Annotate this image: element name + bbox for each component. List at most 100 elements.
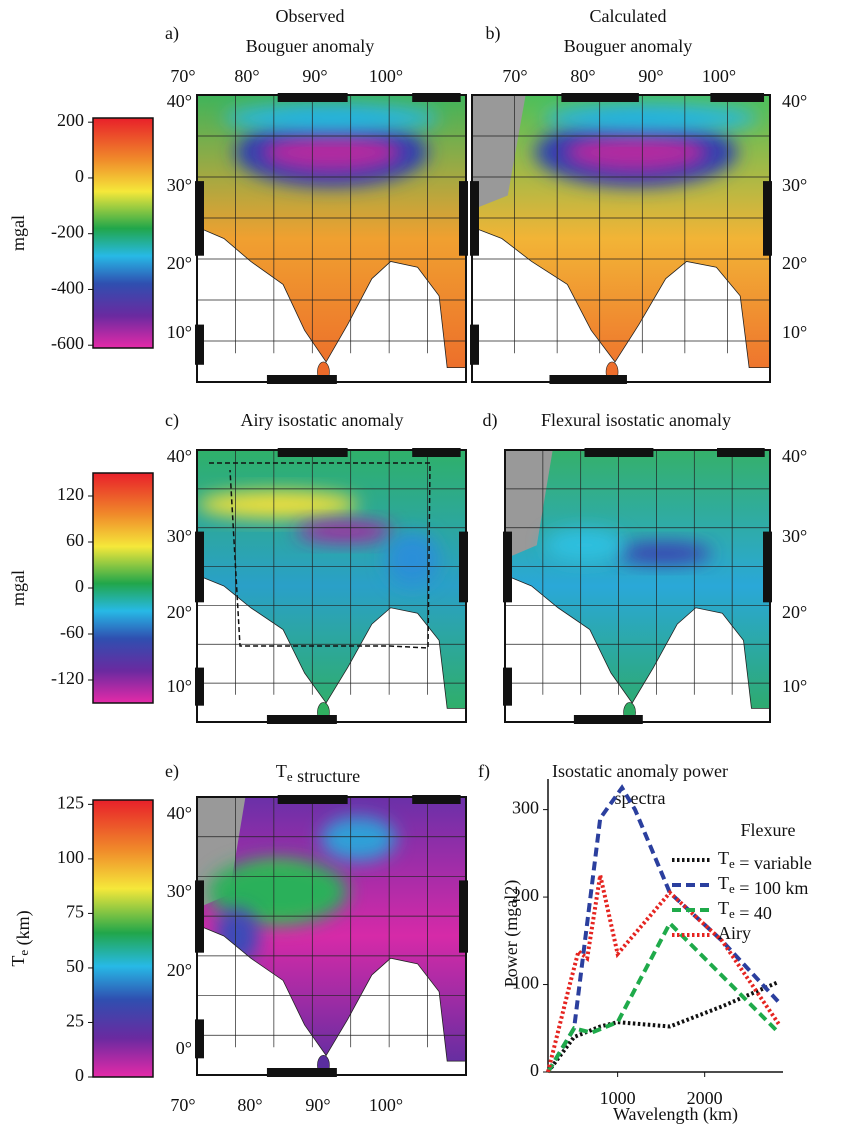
colorbar-tick-label: 125 — [57, 792, 84, 812]
colorbar-label: mgal — [8, 215, 28, 251]
frame-bar — [266, 715, 337, 724]
colorbar-tick-label: -200 — [51, 222, 84, 242]
colorbar — [92, 799, 154, 1078]
legend-label: Te = variable — [718, 848, 812, 873]
map — [195, 93, 468, 384]
latitude-label: 20° — [782, 253, 807, 273]
frame-bar — [195, 667, 204, 706]
coastline — [196, 796, 467, 1062]
frame-bar — [459, 181, 468, 256]
longitude-label: 100° — [369, 66, 403, 86]
latitude-label: 0° — [176, 1038, 192, 1058]
frame-bar — [277, 448, 348, 457]
longitude-label: 90° — [305, 1095, 330, 1115]
longitude-label: 70° — [170, 66, 195, 86]
latitude-label: 10° — [167, 322, 192, 342]
latitude-label: 10° — [782, 676, 807, 696]
frame-bar — [584, 448, 654, 457]
map — [195, 448, 468, 724]
panel-label: b) — [486, 23, 501, 44]
longitude-label: 80° — [234, 66, 259, 86]
series-line — [546, 919, 781, 1074]
frame-bar — [470, 181, 479, 256]
colorbar-tick-label: 75 — [66, 902, 84, 922]
colorbar-tick-label: 0 — [75, 576, 84, 596]
frame-bar — [277, 93, 348, 102]
colorbar-tick-label: 50 — [66, 956, 84, 976]
colorbar-tick-label: 200 — [57, 110, 84, 130]
x-tick-label: 1000 — [600, 1088, 636, 1108]
no-data-area — [197, 797, 246, 909]
frame-bar — [412, 448, 461, 457]
longitude-label: 70° — [502, 66, 527, 86]
coastline — [196, 94, 467, 369]
panel-label: f) — [478, 761, 490, 782]
anomaly-blob — [197, 490, 359, 518]
anomaly-blob — [544, 528, 625, 562]
coastline — [471, 94, 771, 369]
panel-title: Bouguer anomaly — [246, 36, 374, 56]
frame-bar — [195, 531, 204, 603]
colorbar-tick-label: 0 — [75, 1065, 84, 1085]
latitude-label: 20° — [167, 253, 192, 273]
y-axis-label: Power (mgal2) — [501, 880, 522, 987]
colorbar-label: Te (km) — [8, 910, 34, 966]
series-line — [546, 874, 781, 1073]
frame-bar — [195, 880, 204, 953]
panel-title: Flexural isostatic anomaly — [541, 410, 731, 430]
frame-bar — [266, 1068, 337, 1077]
colorbar-label: mgal — [8, 570, 28, 606]
frame-bar — [503, 667, 512, 706]
latitude-label: 30° — [167, 175, 192, 195]
frame-bar — [195, 181, 204, 256]
panel-title: Te structure — [276, 761, 360, 786]
colorbar-tick-label: 120 — [57, 484, 84, 504]
frame-bar — [763, 531, 772, 603]
anomaly-blob — [564, 132, 708, 173]
latitude-label: 30° — [167, 881, 192, 901]
frame-bar — [412, 795, 461, 804]
longitude-label: 80° — [570, 66, 595, 86]
panel-label: d) — [483, 410, 498, 431]
frame-bar — [710, 93, 765, 102]
colorbar-tick-label: 100 — [57, 847, 84, 867]
latitude-label: 30° — [167, 526, 192, 546]
map-field — [197, 797, 466, 1062]
legend-label: Te = 100 km — [718, 873, 808, 898]
y-tick-label: 300 — [512, 798, 539, 818]
frame-bar — [195, 324, 204, 365]
y-tick-label: 100 — [512, 973, 539, 993]
series-line — [546, 784, 781, 1074]
frame-bar — [459, 880, 468, 953]
frame-bar — [561, 93, 639, 102]
region-outline — [209, 462, 431, 649]
frame-bar — [195, 1019, 204, 1059]
frame-bar — [277, 795, 348, 804]
colorbar-tick-label: -120 — [51, 668, 84, 688]
frame-bar — [573, 715, 643, 724]
legend-label: Airy — [718, 923, 751, 943]
frame-bar — [470, 324, 479, 365]
coastline — [504, 449, 771, 709]
latitude-label: 10° — [782, 322, 807, 342]
latitude-label: 10° — [167, 676, 192, 696]
latitude-label: 30° — [782, 526, 807, 546]
longitude-label: 90° — [302, 66, 327, 86]
latitude-label: 20° — [167, 602, 192, 622]
x-tick-label: 2000 — [687, 1088, 723, 1108]
no-data-area — [472, 95, 526, 210]
frame-bar — [717, 448, 765, 457]
panel-title: Bouguer anomaly — [564, 36, 692, 56]
latitude-label: 40° — [167, 91, 192, 111]
latitude-label: 30° — [782, 175, 807, 195]
colorbar — [92, 117, 154, 349]
latitude-label: 40° — [167, 446, 192, 466]
frame-bar — [459, 531, 468, 603]
frame-bar — [763, 181, 772, 256]
frame-bar — [549, 375, 627, 384]
panel-title: Airy isostatic anomaly — [241, 410, 404, 430]
y-tick-label: 0 — [530, 1060, 539, 1080]
anomaly-blob — [543, 103, 759, 133]
colorbar-tick-label: 0 — [75, 166, 84, 186]
